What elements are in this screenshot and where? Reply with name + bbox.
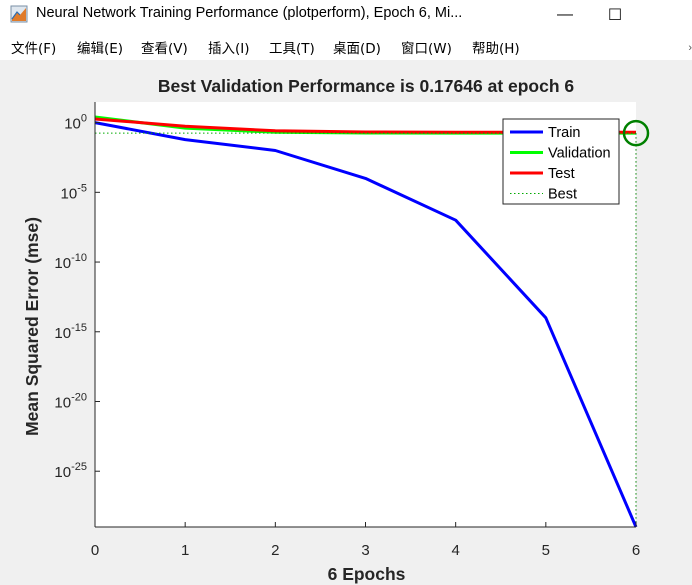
- best-epoch-marker: [622, 119, 650, 147]
- x-tick-label: 1: [181, 542, 189, 559]
- x-tick-label: 4: [451, 542, 459, 559]
- menu-help[interactable]: 帮助(H): [472, 41, 520, 57]
- menu-view[interactable]: 查看(V): [141, 41, 188, 57]
- x-tick-label: 5: [542, 542, 550, 559]
- menu-window[interactable]: 窗口(W): [401, 41, 452, 57]
- menu-insert[interactable]: 插入(I): [208, 41, 250, 57]
- y-tick-label: 10-25: [54, 461, 87, 481]
- maximize-icon: ☐: [607, 7, 623, 24]
- y-tick-label: 10-20: [54, 391, 87, 411]
- legend-entry-train: Train: [548, 125, 581, 141]
- menu-edit[interactable]: 编辑(E): [77, 41, 124, 57]
- x-axis-label: 6 Epochs: [328, 564, 406, 584]
- matlab-figure-icon: [10, 5, 28, 23]
- menu-tools[interactable]: 工具(T): [269, 41, 315, 57]
- tick-labels: 0 1 2 3 4 5 6 100 10-5 10-10 10-15 10-20 10-25: [54, 113, 640, 559]
- maximize-button[interactable]: ☐: [592, 0, 638, 30]
- legend-entry-validation: Validation: [548, 146, 611, 162]
- y-axis-label: Mean Squared Error (mse): [22, 217, 42, 436]
- window-title: Neural Network Training Performance (plo…: [36, 5, 463, 21]
- series-train-line: [94, 121, 638, 528]
- chart-title: Best Validation Performance is 0.17646 a…: [158, 76, 575, 96]
- y-tick-label: 10-5: [61, 182, 87, 202]
- x-tick-label: 6: [632, 542, 640, 559]
- x-tick-label: 2: [271, 542, 279, 559]
- y-tick-label: 10-10: [54, 252, 87, 272]
- figure-canvas: Best Validation Performance is 0.17646 a…: [0, 60, 692, 585]
- title-bar: Neural Network Training Performance (plo…: [0, 0, 692, 30]
- minimize-button[interactable]: —: [542, 0, 588, 30]
- x-tick-label: 0: [91, 542, 99, 559]
- x-tick-label: 3: [361, 542, 369, 559]
- legend-entry-test: Test: [548, 166, 575, 182]
- menu-desktop[interactable]: 桌面(D): [333, 41, 381, 57]
- legend-entry-best: Best: [548, 187, 577, 203]
- menu-file[interactable]: 文件(F): [11, 41, 57, 57]
- y-tick-label: 100: [64, 113, 87, 133]
- legend: Train Validation Test Best: [502, 118, 620, 205]
- menu-bar: 文件(F) 编辑(E) 查看(V) 插入(I) 工具(T) 桌面(D) 窗口(W…: [0, 32, 692, 58]
- y-tick-label: 10-15: [54, 322, 87, 342]
- minimize-icon: —: [557, 6, 573, 23]
- toolbar-overflow-icon[interactable]: ›: [688, 42, 692, 54]
- performance-plot: Best Validation Performance is 0.17646 a…: [22, 76, 650, 584]
